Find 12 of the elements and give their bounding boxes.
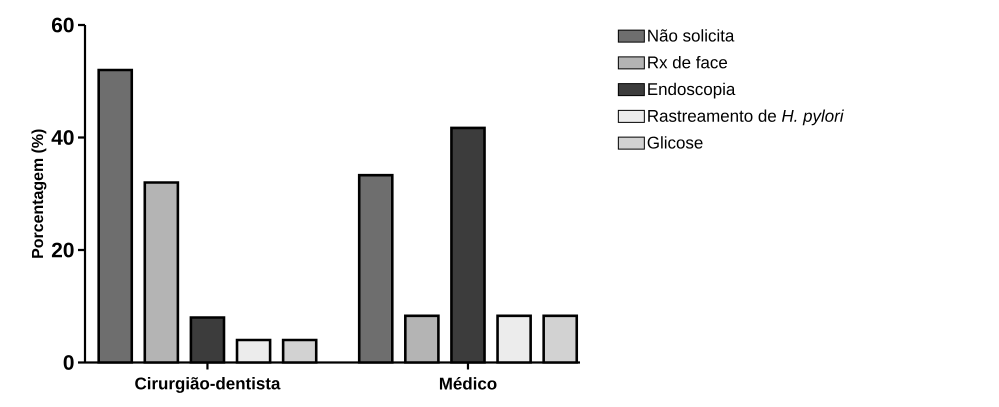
legend-label: Rx de face xyxy=(648,56,728,68)
y-tick-label: 20 xyxy=(52,242,74,258)
legend-label: Endoscopia xyxy=(648,82,736,98)
legend-label: Glicose xyxy=(648,136,703,149)
y-tick-label: 0 xyxy=(64,355,74,370)
y-axis-title: Porcentagem (%) xyxy=(31,129,46,258)
x-tick-label: Médico xyxy=(440,377,496,390)
legend-label: Não solicita xyxy=(648,29,734,42)
x-tick-label: Cirurgião-dentista xyxy=(135,377,280,393)
legend-label: Rastreamento de H. pylori xyxy=(648,109,844,126)
y-tick-label: 40 xyxy=(52,130,74,145)
y-tick-label: 60 xyxy=(52,18,74,32)
